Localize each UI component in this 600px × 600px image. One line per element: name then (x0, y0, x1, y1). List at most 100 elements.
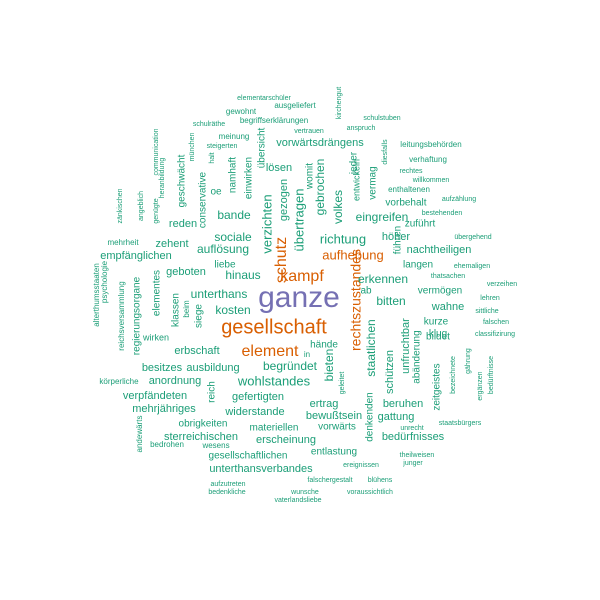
word-wunsche: wunsche (290, 489, 319, 496)
word-entwickeln: entwickeln (351, 159, 361, 201)
word-uebertragen: übertragen (291, 189, 306, 252)
word-anordnung: anordnung (149, 375, 202, 387)
word-begriffserklaerungen: begriffserklärungen (240, 116, 308, 125)
word-haende: hände (310, 340, 338, 351)
word-beruhen: beruhen (383, 398, 423, 410)
word-denkenden: denkenden (365, 392, 376, 442)
word-uebergehend: übergehend (454, 234, 491, 241)
word-anspruch: anspruch (347, 125, 376, 132)
word-andewaerts: andewärts (135, 416, 144, 453)
word-gewohnt: gewohnt (226, 107, 257, 116)
word-womit: womit (305, 163, 316, 190)
word-gefertigten: gefertigten (232, 391, 284, 403)
word-obrigkeiten: obrigkeiten (179, 419, 228, 430)
word-wohlstandes: wohlstandes (237, 373, 311, 388)
word-zaenkischen: zänkischen (117, 188, 124, 223)
word-widerstande: widerstande (224, 406, 284, 418)
word-volkes: volkes (331, 190, 345, 224)
word-besitzes: besitzes (142, 362, 183, 374)
word-lehren: lehren (480, 295, 500, 302)
word-ereignissen: ereignissen (343, 462, 379, 469)
word-zehent: zehent (155, 238, 188, 250)
word-junger: junger (402, 460, 423, 467)
word-unfruchtbar: unfruchtbar (400, 318, 412, 374)
word-bande: bande (217, 208, 251, 222)
word-abaenderung: abänderung (412, 330, 423, 383)
word-kurze: kurze (424, 317, 449, 328)
word-richtung: richtung (320, 231, 366, 246)
word-bewusstsein: bewußtsein (306, 410, 362, 422)
word-schulraethe: schulräthe (193, 121, 225, 128)
word-verhaftung: verhaftung (409, 155, 447, 164)
word-regierungsorgane: regierungsorgane (132, 276, 143, 355)
word-koerperliche: körperliche (99, 377, 139, 386)
word-klassen: klassen (171, 293, 182, 327)
word-staatlichen: staatlichen (364, 319, 378, 376)
word-ab: ab (360, 286, 372, 297)
word-leitungsbehoerden: leitungsbehörden (400, 140, 461, 149)
word-erbschaft: erbschaft (174, 345, 219, 357)
word-fuehren: führen (393, 226, 404, 254)
word-conservative: conservative (198, 171, 209, 228)
word-beim: beim (182, 300, 191, 318)
word-in: in (304, 350, 310, 359)
word-reichsversammlung: reichsversammlung (117, 281, 126, 350)
word-kampf: kampf (280, 268, 324, 285)
word-ertrag: ertrag (310, 398, 339, 410)
word-vorwaertsdraengens: vorwärtsdrängens (276, 137, 364, 149)
word-theilweisen: theilweisen (400, 452, 435, 459)
word-falschergestalt: falschergestalt (307, 477, 352, 484)
word-unterthans: unterthans (191, 287, 248, 301)
word-willkommen: willkommen (412, 177, 450, 184)
word-erscheinung: erscheinung (256, 434, 316, 446)
word-geleitet: geleitet (339, 372, 346, 395)
word-bieten: bieten (322, 349, 336, 382)
word-beduerftnisse: bedürftnisse (488, 356, 495, 394)
word-communication: communication (153, 128, 160, 175)
word-uebersicht: übersicht (257, 127, 268, 168)
word-aufhebung: aufhebung (322, 247, 383, 262)
word-langen: langen (403, 260, 433, 271)
word-steigerten: steigerten (207, 143, 238, 150)
word-bluehens: blühens (368, 477, 393, 484)
word-ganze: ganze (258, 281, 340, 314)
word-oe: oe (210, 187, 222, 198)
word-nachtheiligen: nachtheiligen (407, 244, 472, 256)
word-psychologie: psychologie (100, 260, 109, 303)
word-bitten: bitten (376, 294, 405, 308)
word-jeder: jeder (349, 151, 360, 175)
word-element: element (242, 343, 299, 360)
word-verpfaendeten: verpfändeten (123, 390, 187, 402)
word-vaterlandsliebe: vaterlandsliebe (274, 497, 321, 504)
word-wesens: wesens (201, 441, 229, 450)
word-verzichten: verzichten (259, 194, 274, 253)
word-begruendet: begründet (263, 359, 318, 373)
word-bildet: bildet (426, 332, 450, 343)
word-schuetzen: schützen (384, 350, 396, 394)
word-gaehrung: gährung (465, 348, 472, 374)
word-reich: reich (207, 381, 218, 403)
word-ehemaligen: ehemaligen (454, 263, 490, 270)
word-hinaus: hinaus (225, 268, 260, 282)
word-empfaenglichen: empfänglichen (100, 250, 172, 262)
word-sociale: sociale (214, 230, 252, 244)
word-unrecht: unrecht (400, 425, 423, 432)
word-bedenkliche: bedenkliche (208, 489, 245, 496)
word-vorwaerts: vorwärts (318, 422, 356, 433)
word-namhaft: namhaft (228, 157, 239, 193)
word-genuegte: genügte (153, 198, 160, 223)
word-geschwaecht: geschwächt (177, 154, 188, 207)
word-alterthumsstaaten: alterthumsstaaten (92, 263, 101, 327)
word-beduerfnisses: bedürfnisses (382, 431, 445, 443)
word-aufzutreten: aufzutreten (210, 481, 245, 488)
word-unterthansverbandes: unterthansverbandes (209, 463, 313, 475)
word-rechtes: rechtes (400, 168, 423, 175)
word-entlastung: entlastung (311, 447, 357, 458)
word-hoeher: höher (382, 231, 410, 243)
word-bestehenden: bestehenden (422, 210, 463, 217)
word-vorbehalt: vorbehalt (385, 198, 426, 209)
word-bezeichnete: bezeichnete (450, 356, 457, 394)
word-elementes: elementes (152, 270, 163, 316)
word-ergaenzen: ergänzen (477, 371, 484, 400)
word-geboten: geboten (166, 266, 206, 278)
